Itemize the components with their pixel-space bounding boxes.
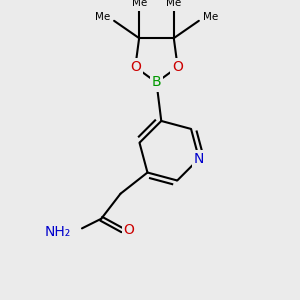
Text: B: B — [152, 75, 161, 89]
Text: Me: Me — [95, 12, 110, 22]
Text: Me: Me — [203, 12, 218, 22]
Text: Me: Me — [131, 0, 147, 8]
Text: O: O — [124, 223, 135, 237]
Text: N: N — [194, 152, 204, 166]
Text: O: O — [130, 60, 141, 74]
Text: NH₂: NH₂ — [44, 225, 70, 239]
Text: O: O — [172, 60, 183, 74]
Text: Me: Me — [166, 0, 182, 8]
